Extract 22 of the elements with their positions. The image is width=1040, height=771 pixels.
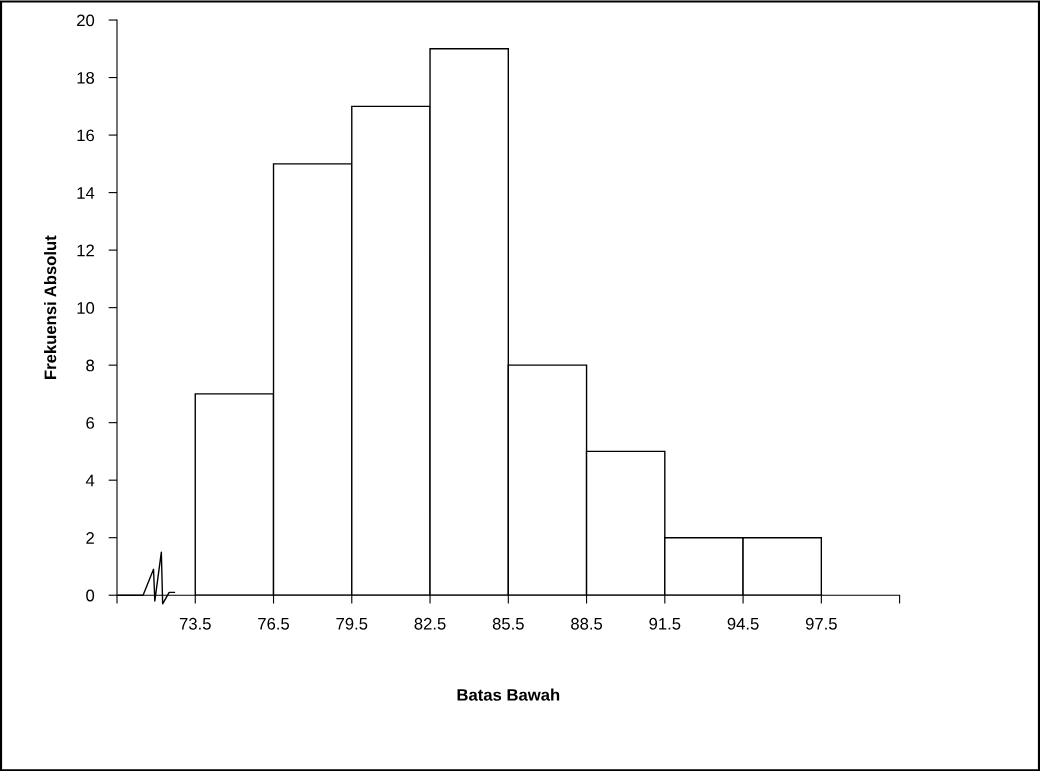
- y-tick-label: 6: [86, 417, 95, 429]
- x-tick-label: 76.5: [258, 617, 290, 630]
- x-tick-label: 88.5: [571, 617, 603, 630]
- y-tick-label: 14: [77, 187, 95, 199]
- x-tick-label: 79.5: [336, 617, 368, 630]
- y-tick-label: 18: [77, 71, 95, 84]
- x-tick-label: 97.5: [805, 617, 837, 630]
- x-tick-label: 82.5: [414, 617, 446, 630]
- x-tick-label: 94.5: [727, 617, 759, 630]
- y-axis-title: Frekuensi Absolut: [44, 235, 57, 379]
- y-tick-label: 2: [86, 532, 94, 544]
- y-tick-label: 4: [85, 474, 95, 487]
- y-tick-label: 20: [77, 14, 95, 27]
- x-tick-label: 73.5: [179, 617, 211, 630]
- y-tick-label: 10: [77, 302, 95, 314]
- y-tick-label: 12: [77, 244, 94, 257]
- y-tick-label: 16: [77, 129, 95, 142]
- x-tick-label: 85.5: [492, 617, 524, 630]
- y-tick-label: 8: [86, 359, 95, 372]
- x-tick-label: 91.5: [649, 617, 681, 630]
- y-tick-label: 0: [86, 589, 95, 602]
- x-axis-title: Batas Bawah: [457, 688, 560, 701]
